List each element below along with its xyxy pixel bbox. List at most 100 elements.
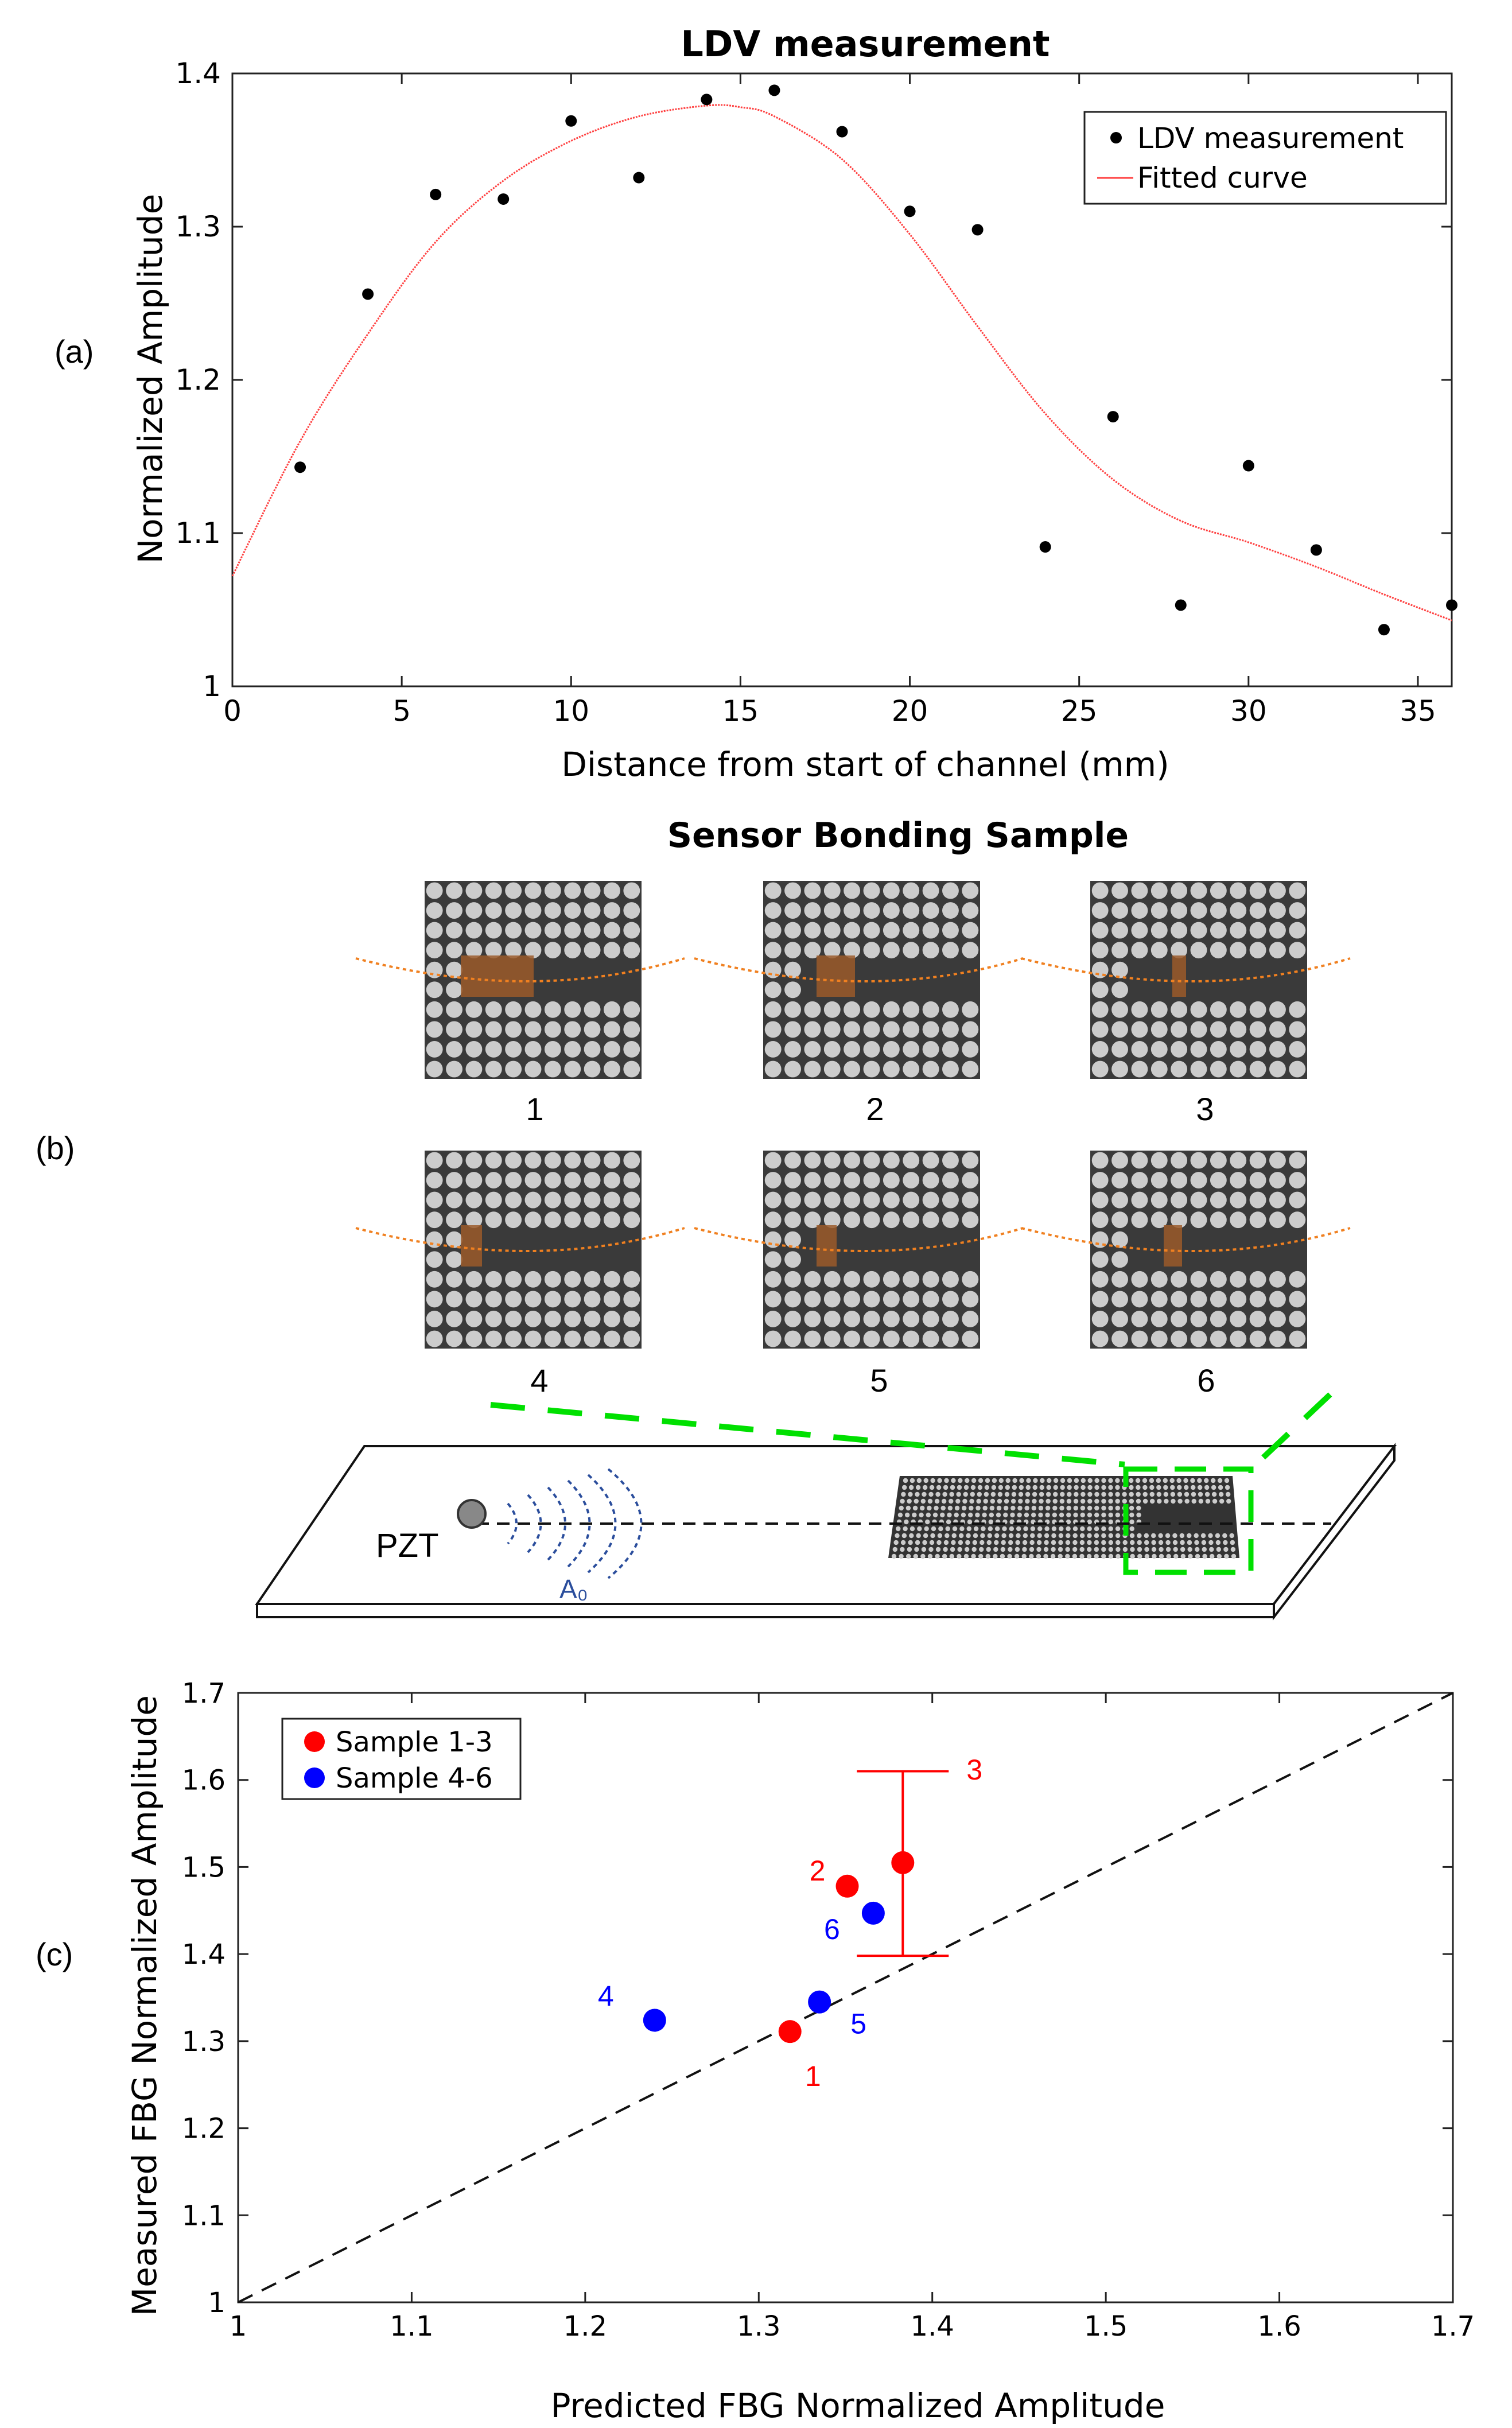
lattice-dot (942, 922, 959, 939)
plate-dot (955, 1498, 961, 1504)
lattice-dot (524, 1330, 542, 1347)
plate-dot (957, 1553, 962, 1559)
legend-marker-sample-1-3 (304, 1731, 325, 1752)
chart-a-ylabel: Normalized Amplitude (131, 194, 170, 564)
lattice-dot (764, 1251, 782, 1268)
sensor-sample-6 (1021, 1151, 1351, 1349)
plate-dot (1072, 1547, 1078, 1552)
plate-dot (934, 1498, 940, 1504)
ldv-data-point (1242, 460, 1254, 472)
plate-dot (978, 1553, 984, 1559)
lattice-dot (922, 1041, 939, 1058)
lattice-dot (1289, 922, 1306, 939)
lattice-dot (883, 1311, 900, 1327)
lattice-dot (764, 922, 782, 939)
lattice-dot (564, 1060, 581, 1078)
plate-dot (1043, 1553, 1048, 1559)
plate-dot (891, 1553, 897, 1559)
lattice-dot (1131, 1271, 1148, 1288)
plate-dot (1080, 1478, 1086, 1483)
plate-dot (1191, 1498, 1196, 1504)
lattice-dot (426, 942, 443, 959)
sensor-sample-1 (355, 881, 685, 1079)
lattice-dot (1289, 902, 1306, 919)
lattice-dot (804, 902, 821, 919)
plate-dot (1019, 1478, 1024, 1483)
lattice-dot (1230, 1291, 1247, 1308)
lattice-dot (784, 1211, 801, 1229)
plate-dot (1066, 1505, 1071, 1511)
lattice-dot (804, 1060, 821, 1078)
lattice-dot (844, 1152, 861, 1169)
ldv-data-point (633, 172, 645, 184)
plate-dot (1208, 1533, 1213, 1539)
lattice-dot (465, 1172, 483, 1188)
lattice-dot (544, 1172, 561, 1188)
lattice-dot (1210, 1001, 1227, 1018)
lattice-dot (784, 1311, 801, 1327)
lattice-dot (584, 1060, 601, 1078)
plate-dot (1022, 1547, 1027, 1552)
lattice-dot (505, 1211, 522, 1229)
plate-dot (1003, 1505, 1009, 1511)
plate-dot (1108, 1533, 1113, 1539)
lattice-dot (544, 1211, 561, 1229)
plate-dot (1223, 1547, 1229, 1552)
plate-dot (951, 1533, 957, 1539)
lattice-dot (1210, 1271, 1227, 1288)
lattice-dot (485, 882, 502, 899)
plate-dot (1036, 1553, 1041, 1559)
lattice-dot (544, 1311, 561, 1327)
plate-dot (1202, 1547, 1207, 1552)
lattice-dot (764, 1330, 782, 1347)
lattice-dot (764, 961, 782, 978)
lattice-dot (623, 1211, 640, 1229)
plate-dot (1219, 1498, 1225, 1504)
ldv-data-point (294, 461, 306, 473)
plate-dot (1231, 1553, 1237, 1559)
lattice-dot (764, 1152, 782, 1169)
chart-c-xtick-label: 1.2 (563, 2310, 607, 2342)
lattice-dot (426, 1001, 443, 1018)
plate-dot (1170, 1491, 1176, 1497)
plate-dot (1176, 1478, 1181, 1483)
plate-dot (1183, 1478, 1188, 1483)
lattice-dot (883, 922, 900, 939)
lattice-dot (863, 902, 880, 919)
lattice-dot (1111, 1191, 1128, 1209)
chart-c-ytick-label: 1.3 (182, 2026, 226, 2058)
plate-dot (1032, 1485, 1037, 1490)
lattice-dot (1091, 1311, 1109, 1327)
lattice-dot (446, 1291, 462, 1308)
lattice-dot (942, 1060, 959, 1078)
lattice-dot (446, 1172, 462, 1188)
plate-dot (970, 1491, 975, 1497)
plate-dot (1050, 1553, 1056, 1559)
lattice-dot (1269, 1291, 1286, 1308)
lattice-dot (903, 882, 920, 899)
plate-dot (1101, 1526, 1106, 1532)
plate-dot (940, 1505, 946, 1511)
lattice-dot (1269, 882, 1286, 899)
lattice-dot (804, 1152, 821, 1169)
plate-dot (975, 1512, 980, 1518)
lattice-dot (942, 1271, 959, 1288)
plate-dot (959, 1526, 965, 1532)
plate-dot (1087, 1533, 1092, 1539)
chart-c-xtick-label: 1.1 (390, 2310, 433, 2342)
plate-dot (928, 1547, 934, 1552)
lattice-dot (784, 922, 801, 939)
chart-c-legend: Sample 1-3 Sample 4-6 (281, 1718, 522, 1800)
lattice-dot (1171, 902, 1188, 919)
lattice-dot (922, 1311, 939, 1327)
lattice-dot (623, 942, 640, 959)
plate-dot (971, 1547, 977, 1552)
plate-dot (1073, 1505, 1078, 1511)
plate-dot (935, 1491, 940, 1497)
panel-label-b: (b) (36, 1130, 75, 1166)
chart-c-legend-box (281, 1718, 522, 1800)
optical-fiber-line (355, 957, 685, 982)
fbg-chart: (c) Predicted FBG Normalized Amplitude M… (36, 1677, 1475, 2425)
plate-dot (1014, 1553, 1020, 1559)
sample-point-label-2: 2 (810, 1855, 826, 1887)
